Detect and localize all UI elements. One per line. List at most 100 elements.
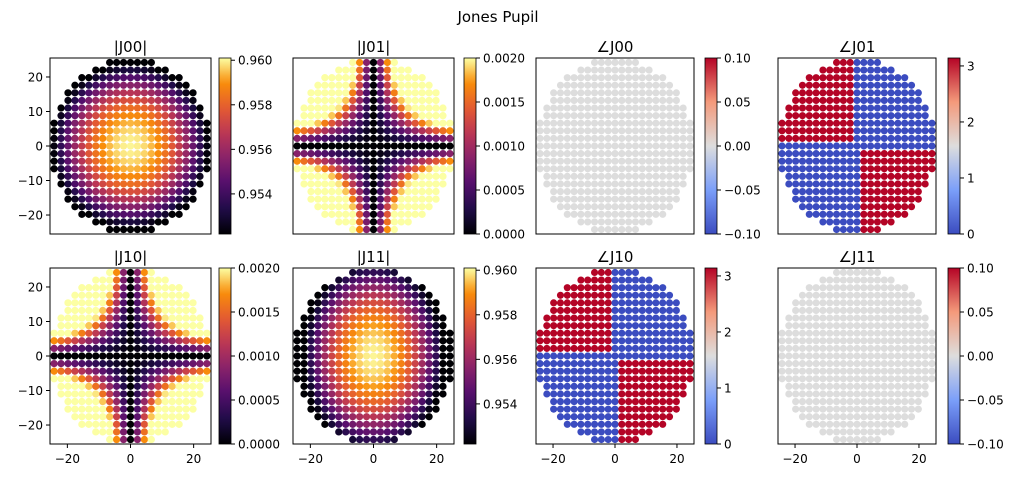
data-point <box>853 218 861 226</box>
data-point <box>335 74 343 82</box>
data-point <box>314 104 322 112</box>
data-point <box>390 165 398 173</box>
data-point <box>672 329 680 337</box>
data-point <box>376 390 385 398</box>
data-point <box>182 127 190 135</box>
data-point <box>140 359 149 368</box>
data-point <box>397 119 405 127</box>
data-point <box>819 74 827 82</box>
data-point <box>85 322 93 330</box>
data-point <box>659 322 667 330</box>
data-point <box>369 187 378 196</box>
data-point <box>860 195 868 203</box>
data-point <box>293 367 301 375</box>
data-point <box>418 134 426 143</box>
data-point <box>168 284 176 292</box>
data-point <box>168 134 176 143</box>
data-point <box>112 89 121 97</box>
data-point <box>867 104 875 112</box>
data-point <box>846 420 854 428</box>
data-point <box>597 276 605 284</box>
data-point <box>355 397 364 406</box>
data-point <box>921 352 929 360</box>
colorbar-tick-label: 0.10 <box>724 52 751 66</box>
data-point <box>590 165 599 173</box>
data-point <box>355 66 364 74</box>
data-point <box>839 420 847 428</box>
data-point <box>154 314 162 322</box>
y-tick-label: −10 <box>18 384 43 398</box>
data-point <box>839 157 847 165</box>
data-point <box>611 390 619 398</box>
data-point <box>112 375 121 383</box>
data-point <box>342 66 350 74</box>
data-point <box>778 329 786 337</box>
data-point <box>659 180 667 188</box>
data-point <box>832 96 841 105</box>
data-point <box>411 420 419 428</box>
data-point <box>168 367 176 375</box>
data-point <box>550 127 558 135</box>
data-point <box>638 119 646 127</box>
colorbar-tick-label: 0.10 <box>967 262 994 276</box>
data-point <box>839 337 847 345</box>
data-point <box>355 127 364 135</box>
data-point <box>584 127 592 135</box>
data-point <box>349 420 357 428</box>
data-point <box>335 195 343 203</box>
data-point <box>631 142 640 150</box>
data-point <box>71 81 79 89</box>
data-point <box>672 322 680 330</box>
data-point <box>631 420 640 428</box>
data-point <box>792 150 800 158</box>
data-point <box>342 187 350 196</box>
data-point <box>92 413 100 421</box>
data-point <box>355 268 364 277</box>
data-point <box>805 187 813 196</box>
data-point <box>140 149 149 158</box>
data-point <box>335 218 343 226</box>
data-point <box>161 276 169 284</box>
data-point <box>140 382 149 390</box>
data-point <box>597 89 605 97</box>
data-point <box>355 367 364 375</box>
data-point <box>590 284 599 292</box>
data-point <box>679 322 687 330</box>
data-point <box>590 150 599 158</box>
data-point <box>362 306 371 315</box>
data-point <box>570 405 578 413</box>
data-point <box>631 405 640 413</box>
data-point <box>418 322 426 330</box>
data-point <box>880 134 888 142</box>
data-point <box>154 420 162 428</box>
data-point <box>425 314 433 322</box>
data-point <box>355 74 364 82</box>
data-point <box>418 329 426 337</box>
data-point <box>894 352 902 360</box>
data-point <box>826 397 834 406</box>
data-point <box>425 367 433 375</box>
data-point <box>798 142 807 150</box>
data-point <box>133 172 142 180</box>
data-point <box>914 89 922 97</box>
data-point <box>439 119 447 127</box>
data-point <box>618 428 626 436</box>
data-point <box>418 74 426 82</box>
data-point <box>390 390 398 398</box>
data-point <box>85 112 93 120</box>
data-point <box>812 89 820 97</box>
data-point <box>154 352 162 360</box>
data-point <box>597 367 605 375</box>
data-point <box>584 172 592 180</box>
data-point <box>99 397 107 406</box>
data-point <box>203 375 211 383</box>
data-point <box>914 112 922 120</box>
data-point <box>577 112 585 120</box>
data-point <box>106 104 114 112</box>
data-point <box>618 218 626 226</box>
data-point <box>168 344 176 353</box>
data-point <box>321 157 329 165</box>
data-point <box>839 268 847 277</box>
data-point <box>335 165 343 173</box>
data-point <box>625 367 633 375</box>
